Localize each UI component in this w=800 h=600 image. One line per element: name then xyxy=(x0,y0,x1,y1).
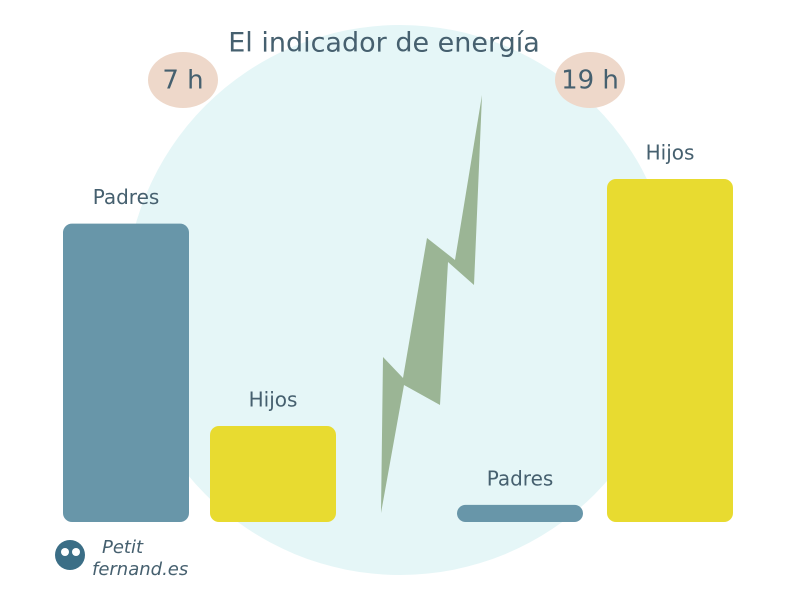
bar-label: Hijos xyxy=(249,387,298,411)
time-label: 19 h xyxy=(561,66,619,96)
bar-label: Hijos xyxy=(646,141,695,165)
time-badge xyxy=(148,52,218,108)
logo-icon xyxy=(55,540,85,570)
lightning-bolt xyxy=(381,95,482,513)
time-badge xyxy=(555,52,625,108)
chart-title: El indicador de energía xyxy=(228,28,540,59)
bar xyxy=(210,425,336,522)
bar xyxy=(607,179,733,522)
bar xyxy=(63,223,189,522)
time-label: 7 h xyxy=(162,66,203,96)
logo-text: Petit xyxy=(102,537,144,558)
bar-label: Padres xyxy=(487,466,554,490)
logo: Petit fernand.es xyxy=(55,537,188,580)
logo-eye xyxy=(61,548,69,556)
bar-label: Padres xyxy=(93,185,160,209)
logo-text: fernand.es xyxy=(92,559,188,580)
bar xyxy=(457,504,583,522)
logo-eye xyxy=(72,548,80,556)
